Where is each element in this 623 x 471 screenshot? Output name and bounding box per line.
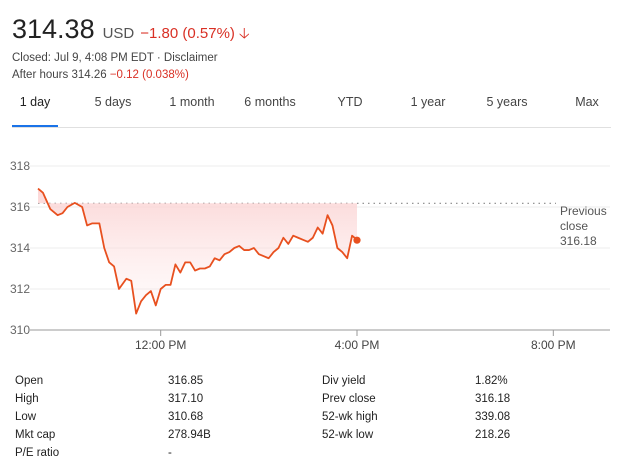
arrow-down-icon: 🡣 [238,25,250,42]
after-hours-price: After hours 314.26 [12,69,107,81]
range-tabs: 1 day 5 days 1 month 6 months YTD 1 year 5 yea… [0,88,623,128]
tab-5-days[interactable]: 5 days [94,95,132,109]
tabs-divider [12,127,611,128]
y-tick-label: 314 [10,241,30,255]
tab-1-day[interactable]: 1 day [12,88,58,128]
previous-close-label: close [560,219,588,233]
tab-max[interactable]: Max [575,95,599,109]
after-hours-change: −0.12 (0.038%) [109,69,189,81]
quote-header: 314.38 USD −1.80 (0.57%) 🡣 Closed: Jul 9… [12,14,250,82]
stat-label: 52-wk low [322,429,374,441]
stat-value: 339.08 [475,411,511,423]
stat-value: 310.68 [168,411,204,423]
previous-close-label: Previous [560,204,607,218]
tab-6-months[interactable]: 6 months [244,95,296,109]
stat-value: 317.10 [168,393,204,405]
x-tick-label: 8:00 PM [531,338,576,352]
price-line [37,187,358,315]
stat-label: P/E ratio [15,447,60,459]
stat-value: 278.94B [168,429,211,441]
tab-5-years[interactable]: 5 years [486,95,528,109]
stat-value: 316.18 [475,393,511,405]
y-tick-label: 312 [10,282,30,296]
stat-value: 218.26 [475,429,511,441]
x-tick-label: 4:00 PM [335,338,380,352]
stat-label: 52-wk high [322,411,378,423]
after-hours-info: After hours 314.26 −0.12 (0.038%) [12,68,250,82]
tab-ytd[interactable]: YTD [337,95,363,109]
stat-label: Mkt cap [15,429,56,441]
closed-info: Closed: Jul 9, 4:08 PM EDT · Disclaimer [12,52,218,64]
current-price: 314.38 [12,14,95,44]
y-tick-label: 310 [10,323,30,337]
stat-value: - [168,447,172,459]
price-chart: 318 316 314 312 310 12:00 PM 4:00 PM 8:00 PM Pre… [10,159,610,352]
stat-label: Prev close [322,393,376,405]
stat-label: Open [15,375,44,387]
stat-value: 316.85 [168,375,204,387]
tab-1-year[interactable]: 1 year [410,95,446,109]
area-fill [38,188,357,314]
previous-close-label: 316.18 [560,234,597,248]
y-tick-label: 318 [10,159,30,173]
price-change: −1.80 (0.57%) [140,25,235,42]
price-row: 314.38 USD −1.80 (0.57%) 🡣 [12,14,250,48]
currency: USD [102,25,135,42]
stat-label: Low [15,411,37,423]
stat-value: 1.82% [475,375,508,387]
tab-1-month[interactable]: 1 month [169,95,215,109]
x-tick-label: 12:00 PM [135,338,186,352]
stat-label: Div yield [322,375,366,387]
last-price-dot [353,236,361,244]
stat-label: High [15,393,39,405]
y-tick-label: 316 [10,200,30,214]
